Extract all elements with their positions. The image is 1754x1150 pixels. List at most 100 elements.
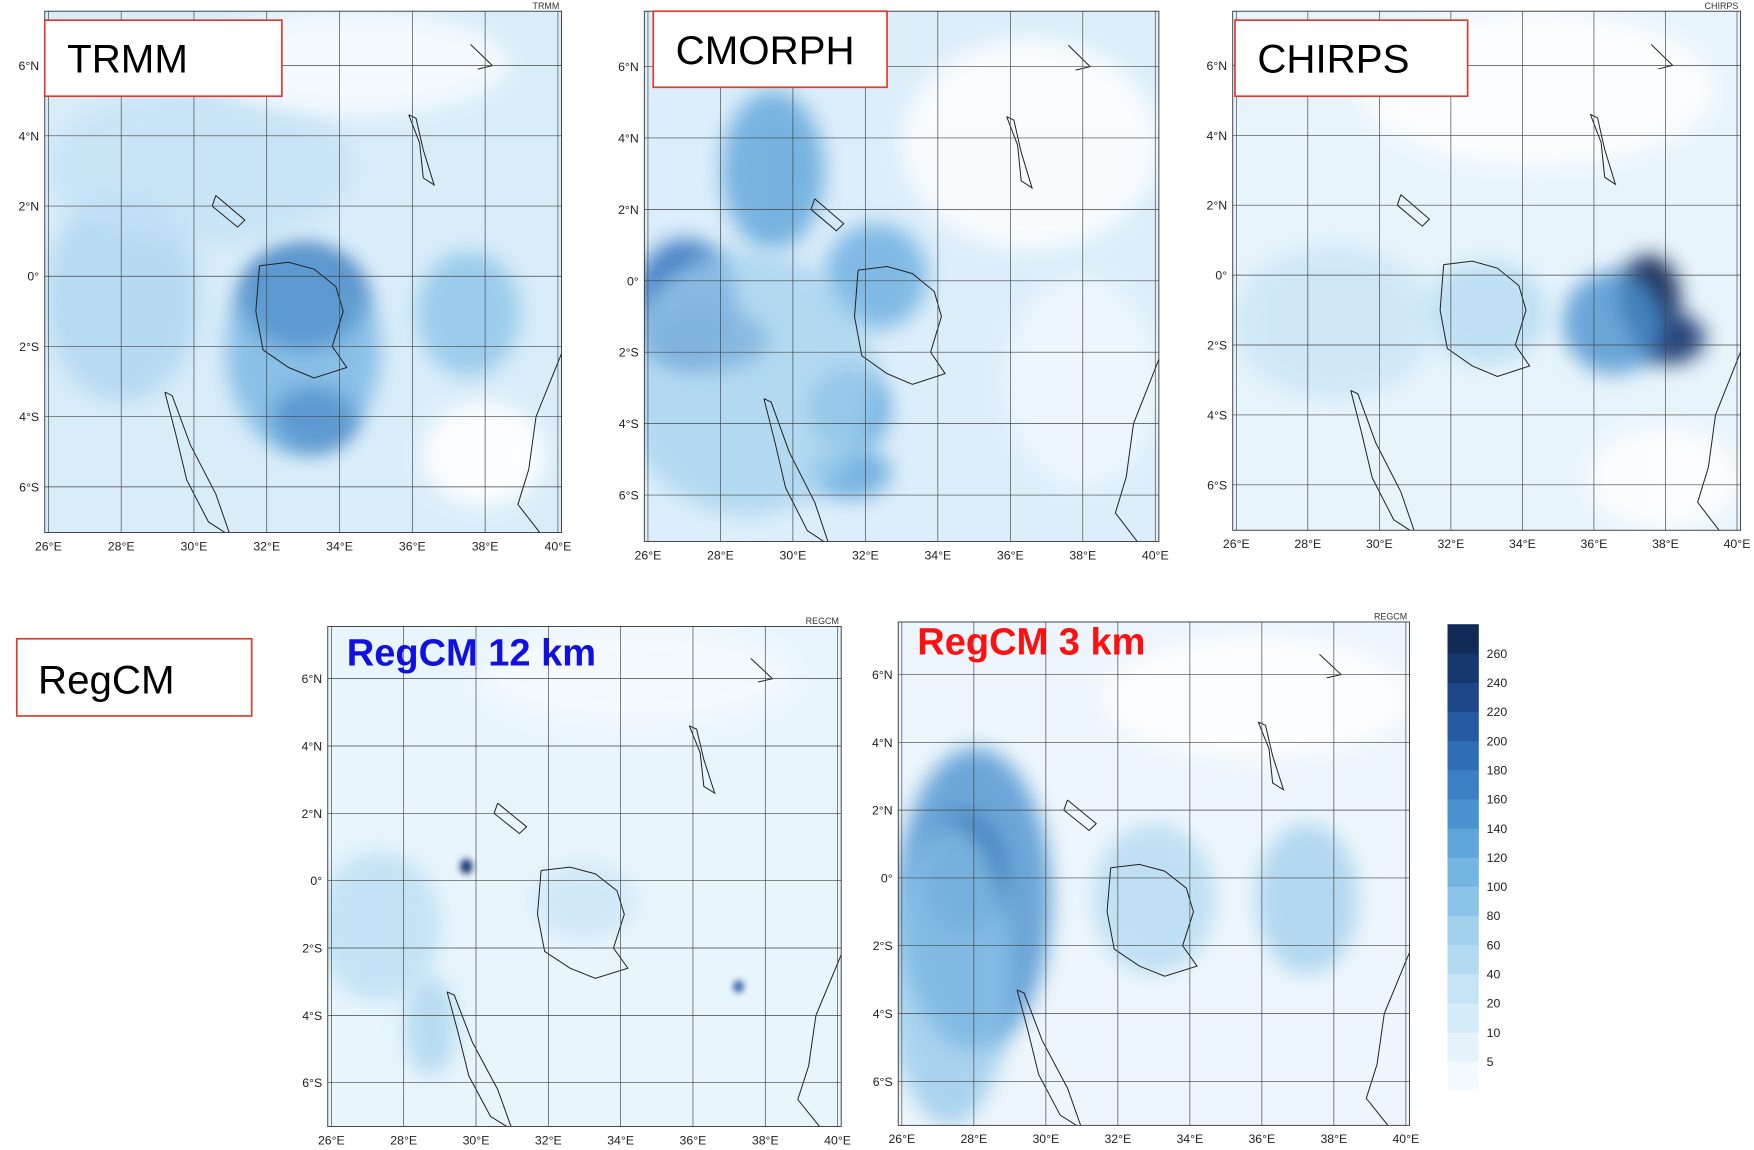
lat-tick-label: 6°N [1206,59,1227,73]
panel-label: RegCM 12 km [347,633,596,675]
colorbar-swatch [1447,887,1478,916]
precip-area [902,38,1159,250]
lon-tick-label: 30°E [181,539,208,553]
colorbar-swatch [1447,653,1478,682]
precip-area [460,859,472,874]
lon-tick-label: 26°E [635,548,662,562]
lon-tick-label: 34°E [607,1133,634,1147]
lon-tick-label: 36°E [680,1133,707,1147]
colorbar-label: 60 [1487,938,1501,952]
lon-tick-label: 38°E [1069,548,1096,562]
map-field [888,622,1409,1129]
colorbar-swatch [1447,624,1478,653]
lon-tick-label: 28°E [390,1133,417,1147]
lat-tick-label: 4°N [618,131,639,145]
lon-tick-label: 40°E [1724,537,1751,551]
lon-tick-label: 28°E [707,548,734,562]
lat-tick-label: 4°N [19,129,40,143]
colorbar-swatch [1447,712,1478,741]
colorbar-swatch [1447,741,1478,770]
colorbar-swatch [1447,828,1478,857]
lat-tick-label: 4°N [1206,129,1227,143]
precip-area [417,251,520,376]
colorbar-label: 80 [1487,909,1501,923]
panel-label: TRMM [67,37,188,82]
lon-tick-label: 38°E [752,1133,779,1147]
colorbar-swatch [1447,770,1478,799]
colorbar-label: 260 [1487,647,1508,661]
map-field [619,11,1159,545]
colorbar-label: 100 [1487,880,1508,894]
lon-tick-label: 40°E [824,1133,851,1147]
group-label: RegCM [38,658,175,703]
precip-area [722,91,825,250]
lat-tick-label: 0° [310,874,322,888]
lat-tick-label: 2°N [618,203,639,217]
colorbar-swatch [1447,974,1478,1003]
lon-tick-label: 32°E [253,539,280,553]
precip-area [733,980,743,992]
precip-area [1256,823,1358,974]
map-field [317,626,841,1129]
source-tag: REGCM [806,616,839,626]
colorbar-label: 160 [1487,793,1508,807]
lat-tick-label: 6°S [619,488,639,502]
colorbar-swatch [1447,683,1478,712]
colorbar-swatch [1447,1062,1478,1091]
colorbar-swatch [1447,1032,1478,1061]
lat-tick-label: 6°S [1207,478,1227,492]
lat-tick-label: 0° [881,871,893,885]
lat-tick-label: 2°N [872,804,893,818]
lon-tick-label: 30°E [463,1133,490,1147]
lon-tick-label: 28°E [960,1132,987,1146]
colorbar-swatch [1447,1003,1478,1032]
map-panel: 26°E28°E30°E32°E34°E36°E38°E40°E6°N4°N2°… [19,1,572,553]
panel-label: CMORPH [676,28,855,73]
lon-tick-label: 36°E [1248,1132,1275,1146]
colorbar-label: 40 [1487,968,1501,982]
lon-tick-label: 36°E [399,539,426,553]
lat-tick-label: 6°N [872,668,893,682]
colorbar-label: 200 [1487,734,1508,748]
precip-area [422,402,546,506]
colorbar-label: 240 [1487,676,1508,690]
precip-area [405,976,456,1076]
lon-tick-label: 34°E [1509,537,1536,551]
lat-tick-label: 0° [27,270,39,284]
colorbar-label: 140 [1487,822,1508,836]
precip-area [1005,276,1159,488]
precip-area [619,250,876,515]
panel-label: CHIRPS [1257,37,1409,82]
lon-tick-label: 28°E [1294,537,1321,551]
lon-tick-label: 32°E [1437,537,1464,551]
lat-tick-label: 6°N [302,672,323,686]
lat-tick-label: 6°S [873,1075,893,1089]
lon-tick-label: 32°E [535,1133,562,1147]
lat-tick-label: 2°S [619,346,639,360]
colorbar-label: 120 [1487,851,1508,865]
precip-area [1588,426,1740,530]
lat-tick-label: 6°S [19,480,39,494]
lat-tick-label: 6°N [19,59,40,73]
lat-tick-label: 0° [1215,269,1227,283]
lat-tick-label: 4°N [302,739,323,753]
lat-tick-label: 2°S [19,340,39,354]
colorbar-swatch [1447,945,1478,974]
lon-tick-label: 30°E [1366,537,1393,551]
lon-tick-label: 38°E [472,539,499,553]
precip-area [1426,260,1548,364]
lat-tick-label: 2°S [1207,338,1227,352]
colorbar-swatch [1447,916,1478,945]
lon-tick-label: 30°E [1032,1132,1059,1146]
precip-area [1093,823,1216,974]
map-panel: 26°E28°E30°E32°E34°E36°E38°E40°E6°N4°N2°… [1206,1,1750,551]
lon-tick-label: 40°E [1392,1132,1419,1146]
precip-area [226,246,381,455]
lon-tick-label: 26°E [888,1132,915,1146]
lat-tick-label: 6°S [302,1076,322,1090]
source-tag: TRMM [532,1,559,11]
source-tag: CHIRPS [1705,1,1739,11]
colorbar-label: 5 [1487,1055,1494,1069]
